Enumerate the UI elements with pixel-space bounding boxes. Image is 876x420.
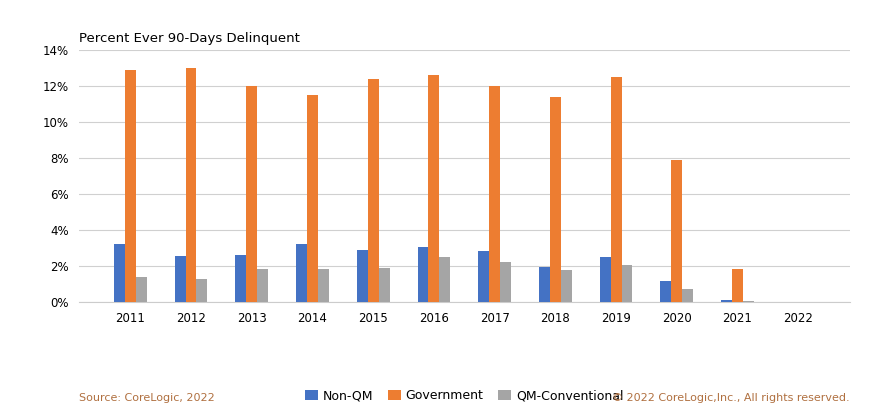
Bar xyxy=(378,268,390,302)
Bar xyxy=(671,160,682,302)
Bar xyxy=(478,251,489,302)
Bar xyxy=(622,265,632,302)
Bar xyxy=(539,267,550,302)
Text: © 2022 CoreLogic,Inc., All rights reserved.: © 2022 CoreLogic,Inc., All rights reserv… xyxy=(612,393,850,403)
Bar xyxy=(743,301,754,302)
Bar xyxy=(318,269,328,302)
Bar xyxy=(561,270,572,302)
Bar xyxy=(296,244,307,302)
Bar xyxy=(236,255,246,302)
Bar xyxy=(196,279,208,302)
Bar xyxy=(258,269,268,302)
Text: Percent Ever 90-Days Delinquent: Percent Ever 90-Days Delinquent xyxy=(79,32,300,45)
Bar xyxy=(500,262,511,302)
Bar xyxy=(732,269,743,302)
Bar xyxy=(721,300,732,302)
Bar xyxy=(661,281,671,302)
Bar xyxy=(186,68,196,302)
Text: Source: CoreLogic, 2022: Source: CoreLogic, 2022 xyxy=(79,393,215,403)
Bar xyxy=(550,97,561,302)
Bar xyxy=(600,257,611,302)
Bar xyxy=(428,75,440,302)
Bar xyxy=(682,289,693,302)
Bar xyxy=(174,256,186,302)
Bar xyxy=(418,247,428,302)
Bar xyxy=(114,244,124,302)
Bar xyxy=(124,70,136,302)
Bar xyxy=(136,277,146,302)
Bar xyxy=(357,250,368,302)
Bar xyxy=(246,87,258,302)
Bar xyxy=(489,87,500,302)
Bar xyxy=(307,94,318,302)
Legend: Non-QM, Government, QM-Conventional: Non-QM, Government, QM-Conventional xyxy=(300,384,628,407)
Bar xyxy=(440,257,450,302)
Bar xyxy=(368,79,378,302)
Bar xyxy=(611,77,622,302)
